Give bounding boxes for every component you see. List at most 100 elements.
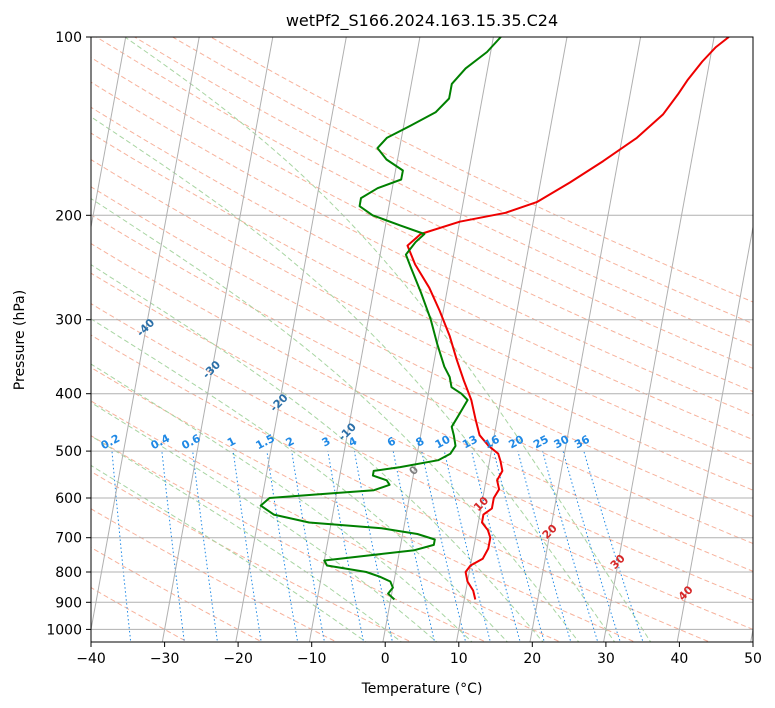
dry-adiabat-line (91, 106, 753, 441)
dry-adiabat-line (91, 400, 562, 642)
isotherm-label: 30 (608, 552, 628, 572)
axes: −40 −30 −20 −10 0 10 20 30 40 5010020030040050060… (46, 30, 762, 667)
mixing-ratio-line (327, 451, 365, 642)
x-tick-label: 20 (523, 651, 541, 667)
reference-lines (65, 37, 753, 644)
y-tick-label: 400 (55, 387, 82, 403)
moist-adiabat-line (91, 464, 367, 642)
dry-adiabat-line (91, 81, 753, 416)
mixing-ratio-label: 13 (460, 433, 480, 452)
chart-title: wetPf2_S166.2024.163.15.35.C24 (286, 11, 558, 31)
mixing-ratio-line (471, 450, 521, 642)
isotherm-line (750, 626, 753, 642)
y-tick-label: 600 (55, 491, 82, 507)
mixing-ratio-line (65, 451, 81, 644)
dry-adiabat-line (91, 508, 338, 642)
mixing-ratio-line (517, 450, 572, 642)
dry-adiabat-line (210, 37, 753, 303)
mixing-ratio-label: 6 (385, 434, 398, 449)
isotherm-label: -60 (1, 239, 24, 262)
dry-adiabat-line (91, 186, 753, 518)
dry-adiabat-line (134, 37, 753, 347)
mixing-ratio-line (542, 450, 599, 642)
x-tick-label: −40 (76, 651, 106, 667)
dry-adiabat-line (172, 37, 753, 325)
mixing-ratio-label: 10 (433, 433, 453, 452)
dry-adiabat-line (91, 366, 637, 642)
isotherm-label: -20 (267, 391, 290, 414)
dry-adiabat-line (91, 132, 753, 466)
mixing-ratio-label: 0.2 (99, 432, 122, 453)
moist-adiabat-line (91, 363, 473, 642)
moist-adiabat-line (91, 264, 544, 642)
isotherm-label: -50 (67, 278, 90, 301)
mixing-ratio-line (111, 451, 132, 642)
x-tick-label: 0 (381, 651, 390, 667)
mixing-ratio-label: 8 (414, 434, 427, 449)
mixing-ratio-label: 20 (506, 433, 526, 452)
y-tick-label: 700 (55, 531, 82, 547)
isotherm-line (603, 37, 715, 642)
moist-adiabat-line (91, 435, 403, 642)
mixing-ratio-line (443, 450, 491, 642)
y-tick-label: 1000 (46, 622, 82, 638)
dry-adiabat-line (91, 56, 753, 393)
dry-adiabat-line (91, 546, 264, 642)
moist-adiabat-line (91, 318, 509, 642)
y-tick-label: 500 (55, 444, 82, 460)
isotherm-line (456, 37, 568, 642)
mixing-ratio-line (353, 451, 393, 642)
isotherm-label: -30 (200, 358, 223, 381)
mixing-ratio-line (392, 451, 436, 642)
mixing-ratio-label: 30 (552, 433, 572, 452)
isotherm-line (161, 37, 274, 642)
x-tick-label: 50 (744, 651, 762, 667)
mixing-ratio-line (266, 451, 299, 642)
mixing-ratio-label: 0.4 (149, 432, 173, 453)
dry-adiabat-line (91, 214, 753, 545)
mixing-ratio-label: 1 (225, 434, 238, 449)
plot-frame (90, 36, 754, 643)
x-tick-label: 10 (450, 651, 468, 667)
y-tick-label: 800 (55, 565, 82, 581)
y-tick-label: 100 (55, 30, 82, 46)
isotherm-line (676, 224, 753, 642)
x-tick-label: −30 (150, 651, 180, 667)
mixing-ratio-line (291, 451, 325, 642)
mixing-ratio-label: 25 (531, 433, 551, 452)
mixing-ratio-line (192, 451, 219, 642)
x-tick-label: −20 (223, 651, 253, 667)
isotherm-line (382, 37, 494, 642)
x-tick-label: −10 (297, 651, 327, 667)
y-axis-title: Pressure (hPa) (12, 290, 28, 390)
y-tick-label: 900 (55, 595, 82, 611)
mixing-ratio-line (161, 451, 185, 642)
isotherm-line (91, 37, 200, 633)
x-axis-title: Temperature (°C) (361, 681, 483, 697)
dry-adiabat-line (91, 435, 487, 642)
dry-adiabat-line (91, 272, 753, 601)
mixing-ratio-label: 16 (482, 433, 502, 452)
isotherm-label: 40 (676, 583, 696, 603)
isotherm-line (308, 37, 421, 642)
mixing-ratio-line (493, 450, 545, 642)
series-2-line (259, 37, 502, 601)
annotation-labels: 0.10.20.40.611.52346810131620253036-100-… (1, 239, 696, 603)
y-tick-label: 300 (55, 313, 82, 329)
dry-adiabat-line (91, 159, 753, 491)
y-tick-label: 200 (55, 208, 82, 224)
isotherm-line (235, 37, 347, 642)
isotherm-line (529, 37, 642, 642)
mixing-ratio-line (562, 450, 621, 642)
mixing-ratio-label: 36 (572, 433, 592, 452)
moist-adiabat-line (91, 401, 438, 642)
mixing-ratio-line (232, 451, 262, 642)
series-1-line (406, 37, 730, 600)
x-tick-label: 30 (597, 651, 615, 667)
dry-adiabat-line (91, 303, 753, 630)
mixing-ratio-label: 0.6 (179, 432, 203, 453)
dry-adiabat-line (91, 243, 753, 572)
dry-adiabat-line (91, 587, 189, 642)
mixing-ratio-line (583, 450, 644, 642)
